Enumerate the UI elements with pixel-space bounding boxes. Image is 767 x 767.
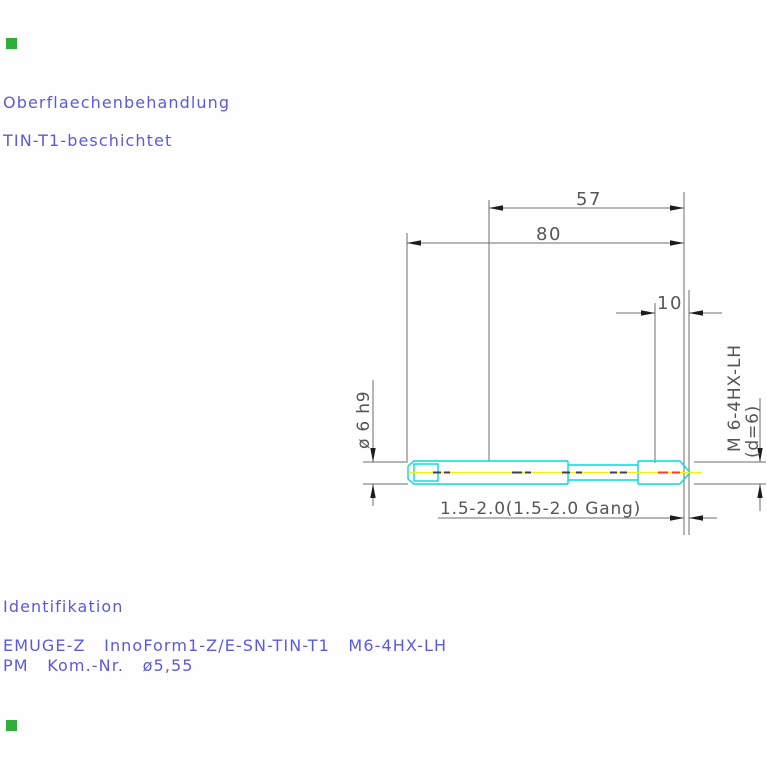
dim-10-label: 10 xyxy=(657,293,683,314)
dimension-arrowheads xyxy=(370,205,763,521)
dim-57-label: 57 xyxy=(576,189,602,210)
extension-lines xyxy=(363,192,766,535)
identification-heading: Identifikation xyxy=(3,597,124,616)
surface-treatment-heading: Oberflaechenbehandlung xyxy=(3,93,230,112)
shank-diameter-label: ø 6 h9 xyxy=(354,391,374,449)
green-square-marker-bottom xyxy=(6,720,17,731)
chamfer-dimension-label: 1.5-2.0(1.5-2.0 Gang) xyxy=(440,499,641,519)
green-square-marker-top xyxy=(6,38,17,49)
pilot-diameter-label: (d=6) xyxy=(743,405,763,458)
order-number-line: PM Kom.-Nr. ø5,55 xyxy=(3,656,194,675)
thread-designation-label: M 6-4HX-LH xyxy=(725,344,745,452)
dim-80-label: 80 xyxy=(536,224,562,245)
tool-designation-line: EMUGE-Z InnoForm1-Z/E-SN-TIN-T1 M6-4HX-L… xyxy=(3,636,447,655)
coating-value: TIN-T1-beschichtet xyxy=(2,131,172,150)
